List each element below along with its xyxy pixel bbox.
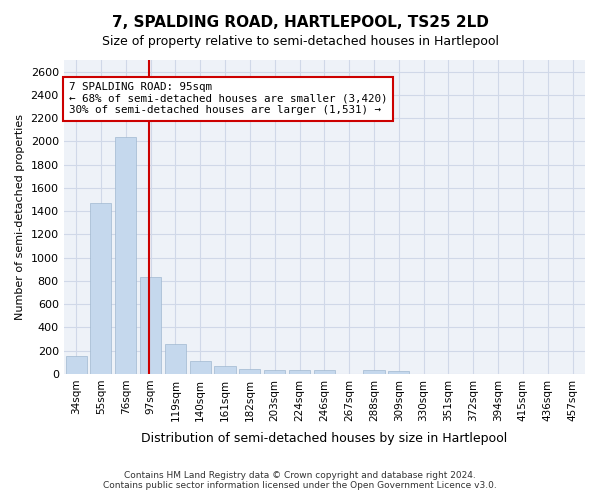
- Bar: [140, 277, 161, 374]
- Bar: [239, 368, 260, 374]
- Bar: [190, 360, 211, 374]
- X-axis label: Distribution of semi-detached houses by size in Hartlepool: Distribution of semi-detached houses by …: [141, 432, 508, 445]
- Bar: [388, 371, 409, 374]
- Bar: [289, 370, 310, 374]
- Bar: [364, 370, 385, 374]
- Bar: [214, 366, 236, 374]
- Text: Contains HM Land Registry data © Crown copyright and database right 2024.
Contai: Contains HM Land Registry data © Crown c…: [103, 470, 497, 490]
- Text: 7 SPALDING ROAD: 95sqm
← 68% of semi-detached houses are smaller (3,420)
30% of : 7 SPALDING ROAD: 95sqm ← 68% of semi-det…: [69, 82, 388, 115]
- Y-axis label: Number of semi-detached properties: Number of semi-detached properties: [15, 114, 25, 320]
- Text: Size of property relative to semi-detached houses in Hartlepool: Size of property relative to semi-detach…: [101, 35, 499, 48]
- Bar: [115, 136, 136, 374]
- Bar: [264, 370, 285, 374]
- Bar: [314, 370, 335, 374]
- Bar: [91, 203, 112, 374]
- Bar: [165, 344, 186, 374]
- Bar: [65, 356, 86, 374]
- Text: 7, SPALDING ROAD, HARTLEPOOL, TS25 2LD: 7, SPALDING ROAD, HARTLEPOOL, TS25 2LD: [112, 15, 488, 30]
